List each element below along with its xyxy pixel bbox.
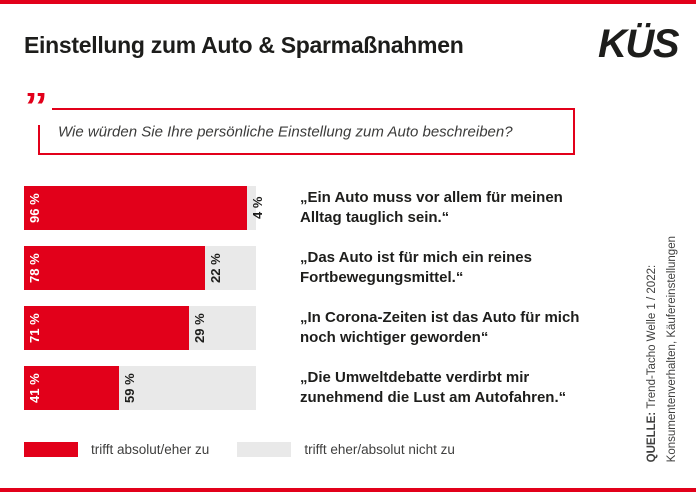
bar-track: 71 % 29 % [24,306,256,350]
value-label-agree: 41 % [27,373,42,403]
bar-segment-agree: 41 % [24,366,120,410]
chart-row: 71 % 29 % „In Corona-Zeiten ist das Auto… [24,306,600,350]
bar-segment-disagree: 29 % [188,306,256,350]
statement-label: „In Corona-Zeiten ist das Auto für mich … [300,308,580,346]
legend-swatch-agree [24,442,78,457]
value-label-disagree: 59 % [122,373,138,403]
statement-label: „Das Auto ist für mich ein reines Fortbe… [300,248,532,286]
stacked-bar-chart: 96 % 4 % „Ein Auto muss vor allem für me… [24,186,600,426]
statement-label: „Ein Auto muss vor allem für meinen Allt… [300,188,563,226]
bar-segment-disagree: 59 % [119,366,256,410]
legend: trifft absolut/eher zu trifft eher/absol… [24,442,455,457]
top-red-rule [0,0,696,4]
bar-segment-agree: 96 % [24,186,247,230]
value-label-agree: 78 % [27,253,42,283]
page-title: Einstellung zum Auto & Sparmaßnahmen [24,32,464,58]
question-text: Wie würden Sie Ihre persönliche Einstell… [58,123,513,140]
bottom-red-rule [0,488,696,492]
source-line-1: QUELLE: Trend-Tacho Welle 1 / 2022: [645,264,658,462]
legend-label-agree: trifft absolut/eher zu [91,442,210,457]
bar-track: 41 % 59 % [24,366,256,410]
question-box: Wie würden Sie Ihre persönliche Einstell… [38,108,575,155]
source-note: QUELLE: Trend-Tacho Welle 1 / 2022: Kons… [642,236,682,462]
value-label-disagree: 22 % [207,253,223,283]
chart-row: 96 % 4 % „Ein Auto muss vor allem für me… [24,186,600,230]
legend-label-disagree: trifft eher/absolut nicht zu [304,442,455,457]
bar-track: 96 % 4 % [24,186,265,230]
legend-swatch-disagree [237,442,292,457]
source-line-2: Konsumentenverhalten, Käufereinstellunge… [665,235,678,462]
bar-segment-disagree: 22 % [204,246,256,290]
bar-segment-agree: 71 % [24,306,189,350]
value-label-disagree: 4 % [249,196,265,220]
quote-icon: ” [20,93,52,125]
bar-track: 78 % 22 % [24,246,256,290]
bar-segment-agree: 78 % [24,246,205,290]
kus-logo: KÜS [598,22,679,66]
chart-row: 41 % 59 % „Die Umweltdebatte verdirbt mi… [24,366,600,410]
source-label: QUELLE: [645,411,658,462]
value-label-disagree: 29 % [191,313,207,343]
chart-row: 78 % 22 % „Das Auto ist für mich ein rei… [24,246,600,290]
value-label-agree: 96 % [27,193,42,223]
statement-label: „Die Umweltdebatte verdirbt mir zunehmen… [300,368,567,406]
value-label-agree: 71 % [27,313,42,343]
bar-segment-disagree: 4 % [246,186,265,230]
